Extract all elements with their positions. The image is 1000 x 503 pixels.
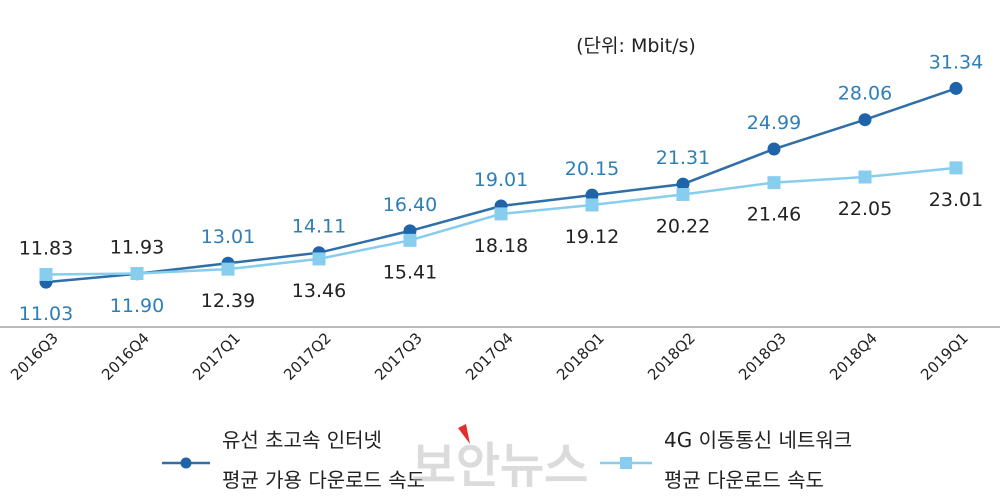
x-tick-label: 2017Q3 (371, 329, 426, 384)
data-label-wired: 11.03 (19, 303, 73, 325)
data-label-wired: 24.99 (747, 112, 801, 134)
x-axis-ticks: 2016Q3 2016Q4 2017Q1 2017Q2 2017Q3 2017Q4 2018… (7, 329, 972, 384)
point-mobile (221, 262, 235, 276)
point-mobile (767, 176, 781, 190)
x-tick-label: 2018Q2 (644, 329, 699, 384)
x-tick-label: 2017Q2 (280, 329, 335, 384)
x-tick-label: 2019Q1 (917, 329, 972, 384)
point-mobile (130, 267, 144, 281)
data-label-mobile: 23.01 (929, 189, 983, 211)
watermark: 보안뉴스 (412, 424, 589, 494)
data-label-mobile: 20.22 (656, 215, 710, 237)
point-wired (585, 188, 599, 202)
data-label-wired: 16.40 (383, 194, 437, 216)
legend-marker-mobile (620, 457, 632, 469)
data-label-mobile: 13.46 (292, 280, 346, 302)
legend: 유선 초고속 인터넷 평균 가용 다운로드 속도 4G 이동통신 네트워크 평균… (162, 428, 852, 492)
point-mobile (494, 207, 508, 221)
data-label-mobile: 11.83 (19, 237, 73, 259)
data-label-wired: 14.11 (292, 216, 346, 238)
x-tick-label: 2016Q3 (7, 329, 62, 384)
data-label-wired: 19.01 (474, 169, 528, 191)
point-wired (676, 177, 690, 191)
data-label-wired: 20.15 (565, 158, 619, 180)
data-label-wired: 28.06 (838, 83, 892, 105)
point-wired (858, 113, 872, 127)
data-label-mobile: 12.39 (201, 290, 255, 312)
legend-marker-wired (180, 457, 192, 469)
x-tick-label: 2018Q4 (826, 329, 881, 384)
legend-item-mobile: 4G 이동통신 네트워크 평균 다운로드 속도 (600, 428, 852, 492)
legend-label-mobile-1: 4G 이동통신 네트워크 (664, 428, 852, 452)
data-label-mobile: 11.93 (110, 237, 164, 259)
data-label-mobile: 15.41 (383, 261, 437, 283)
x-tick-label: 2018Q1 (553, 329, 608, 384)
watermark-text: 보안뉴스 (412, 438, 589, 494)
legend-label-wired-1: 유선 초고속 인터넷 (222, 428, 382, 452)
point-mobile (949, 161, 963, 175)
data-label-wired: 11.90 (110, 295, 164, 317)
data-label-mobile: 22.05 (838, 198, 892, 220)
legend-item-wired: 유선 초고속 인터넷 평균 가용 다운로드 속도 (162, 428, 425, 492)
watermark-logo-icon (458, 424, 470, 444)
x-tick-label: 2018Q3 (735, 329, 790, 384)
unit-label: (단위: Mbit/s) (576, 35, 696, 57)
legend-label-wired-2: 평균 가용 다운로드 속도 (222, 468, 425, 492)
x-tick-label: 2017Q4 (462, 329, 517, 384)
data-label-mobile: 21.46 (747, 204, 801, 226)
data-label-mobile: 18.18 (474, 235, 528, 257)
point-mobile (585, 198, 599, 212)
data-label-wired: 13.01 (201, 226, 255, 248)
point-mobile (858, 170, 872, 184)
point-wired (949, 81, 963, 95)
point-wired (767, 142, 781, 156)
series-markers (39, 81, 963, 289)
data-labels: 11.03 11.90 13.01 14.11 16.40 19.01 20.15 21.31… (19, 51, 983, 325)
point-mobile (676, 187, 690, 201)
point-mobile (312, 252, 326, 266)
point-mobile (403, 233, 417, 247)
legend-label-mobile-2: 평균 다운로드 속도 (664, 468, 824, 492)
data-label-wired: 21.31 (656, 147, 710, 169)
data-label-wired: 31.34 (929, 51, 983, 73)
x-tick-label: 2017Q1 (189, 329, 244, 384)
x-tick-label: 2016Q4 (98, 329, 153, 384)
data-label-mobile: 19.12 (565, 226, 619, 248)
point-mobile (39, 267, 53, 281)
